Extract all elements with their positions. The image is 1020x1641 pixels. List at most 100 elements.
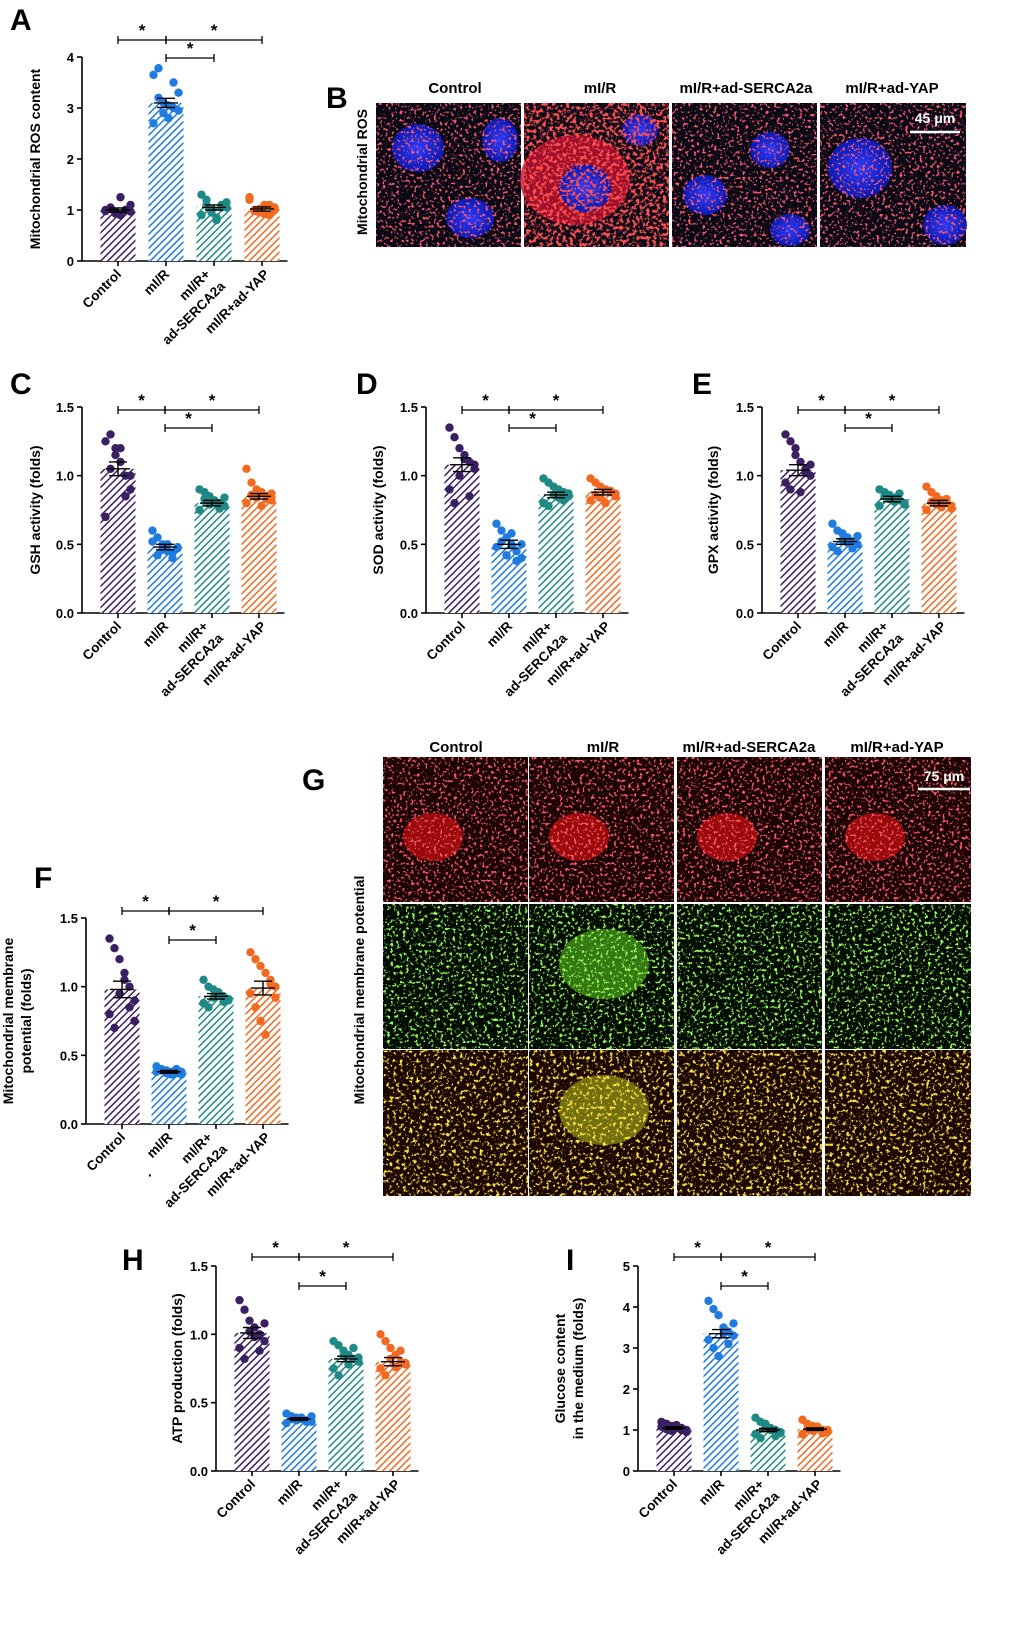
y-tick-label: 4 — [67, 50, 75, 65]
data-point — [714, 1311, 723, 1320]
micro-G-tile-signal — [383, 1050, 528, 1196]
y-tick-label: 0.5 — [56, 537, 74, 552]
y-tick-label: 0.5 — [190, 1396, 208, 1411]
stray-mark: · — [148, 1168, 153, 1183]
data-point — [853, 531, 862, 541]
data-point — [682, 1425, 691, 1435]
data-point — [242, 464, 251, 473]
chart-E-gpx: 0.0 0.5 1.0 1.5 GPX activity (folds) Control m… — [705, 391, 965, 699]
data-point — [786, 485, 795, 494]
microscopy-B: Control mI/R mI/R+ad-SERCA2a mI/R+ad-YAP… — [354, 80, 967, 247]
data-point — [709, 1343, 718, 1353]
data-point — [334, 1371, 343, 1380]
data-point — [492, 519, 501, 528]
y-axis-label: GSH activity (folds) — [27, 445, 43, 574]
data-point — [502, 551, 511, 560]
data-point — [386, 1343, 395, 1353]
data-point — [242, 498, 251, 508]
y-tick-label: 1.0 — [56, 469, 74, 484]
significance-star: * — [211, 21, 218, 40]
data-point — [246, 989, 255, 998]
data-point — [101, 512, 110, 522]
microscopy-G: Control mI/R mI/R+ad-SERCA2a mI/R+ad-YAP… — [351, 739, 971, 1196]
data-point — [148, 537, 157, 546]
data-point — [101, 437, 110, 446]
y-axis-label: GPX activity (folds) — [705, 446, 721, 574]
significance-star: * — [482, 391, 489, 410]
data-point — [251, 955, 260, 964]
data-point — [781, 478, 790, 487]
bar-mi-r-ad-serca2a — [538, 494, 574, 613]
micro-G-tile-signal — [677, 1050, 822, 1196]
data-point — [756, 1434, 765, 1443]
bar-mi-r-ad-serca2a — [874, 499, 910, 613]
y-tick-label: 0 — [67, 254, 74, 269]
data-point — [586, 496, 595, 505]
chart-A-mito-ros: 0 1 2 3 4 Mitochondrial ROS content Control mI/… — [27, 21, 288, 347]
y-axis-label: Glucose content — [552, 1313, 568, 1423]
y-axis-label: ATP production (folds) — [169, 1293, 185, 1443]
data-point — [159, 108, 168, 118]
significance-star: * — [185, 409, 192, 428]
y-tick-label: 5 — [623, 1259, 630, 1274]
y-tick-label: 1 — [623, 1423, 630, 1438]
x-category-label: mI/R — [144, 1129, 175, 1160]
data-point — [396, 1346, 405, 1355]
y-tick-label: 0.0 — [190, 1464, 208, 1479]
bar-mi-r-ad-yap — [585, 492, 621, 613]
data-point — [729, 1319, 738, 1328]
data-point — [245, 195, 254, 204]
data-point — [942, 494, 951, 504]
x-category-label: Control — [80, 267, 125, 312]
micro-G-tile-signal — [529, 757, 674, 902]
data-point — [199, 975, 208, 984]
micro-B-row-label: Mitochondrial ROS — [354, 109, 370, 235]
bar-mi-r-ad-serca2a — [328, 1358, 364, 1471]
data-point — [130, 1016, 139, 1026]
data-point — [126, 207, 135, 216]
data-point — [212, 213, 221, 222]
bar-control — [100, 210, 136, 261]
micro-B-scale-label: 45 μm — [915, 110, 955, 126]
x-category-label: mI/R — [141, 266, 172, 297]
significance-star: * — [818, 391, 825, 410]
y-tick-label: 0.5 — [400, 537, 418, 552]
data-point — [204, 1003, 213, 1012]
significance-star: * — [865, 409, 872, 428]
x-category-label: mI/R — [696, 1476, 727, 1507]
micro-B-header-serca: mI/R+ad-SERCA2a — [680, 80, 814, 97]
data-point — [125, 1003, 134, 1012]
y-tick-label: 2 — [67, 152, 74, 167]
y-tick-label: 1.5 — [400, 400, 418, 415]
data-point — [126, 485, 135, 494]
significance-star: * — [553, 391, 560, 410]
micro-B-header-control: Control — [428, 80, 481, 97]
significance-star: * — [142, 892, 149, 911]
data-point — [922, 505, 931, 515]
data-point — [709, 1304, 718, 1314]
y-axis-label: Mitochondrial membrane — [0, 938, 16, 1105]
panel-letter-E: E — [692, 368, 712, 401]
data-point — [110, 944, 119, 953]
data-point — [247, 478, 256, 487]
data-point — [245, 1316, 254, 1325]
significance-star: * — [209, 391, 216, 410]
data-point — [271, 993, 280, 1002]
data-point — [601, 498, 610, 508]
micro-G-tile-signal — [825, 1050, 971, 1196]
panel-letter-G: G — [302, 764, 325, 797]
data-point — [251, 1003, 260, 1012]
micro-B-tile-mir — [520, 103, 669, 247]
data-point — [445, 423, 454, 432]
micro-G-header-yap: mI/R+ad-YAP — [850, 739, 943, 756]
micro-G-tile-signal — [677, 904, 822, 1049]
bar-mi-r-ad-yap — [244, 208, 280, 261]
data-point — [947, 504, 956, 513]
micro-G-tile-signal — [825, 904, 971, 1049]
y-tick-label: 0.0 — [736, 606, 754, 621]
data-point — [256, 961, 265, 971]
data-point — [173, 544, 182, 553]
panel-letter-F: F — [34, 862, 52, 895]
bar-mi-r — [827, 541, 863, 613]
x-category-label: Control — [636, 1477, 681, 1522]
